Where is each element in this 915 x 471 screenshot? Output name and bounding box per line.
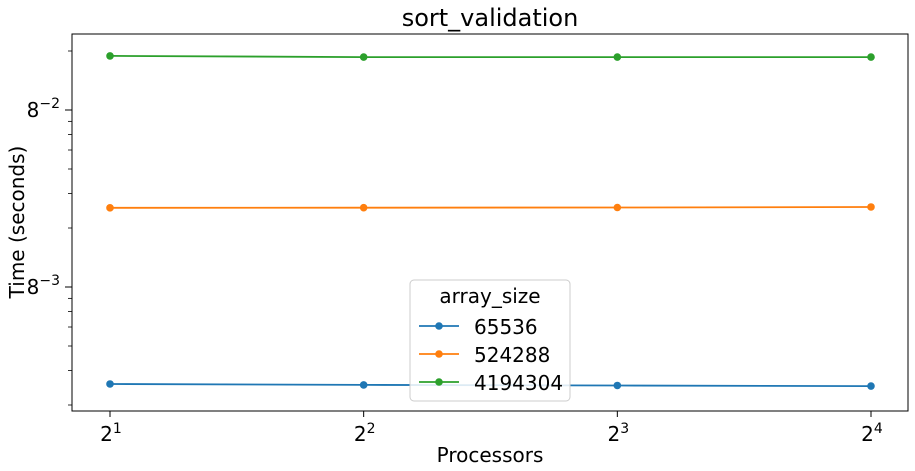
y-tick-label: 8−2 bbox=[27, 96, 60, 122]
plot-area bbox=[71, 33, 909, 412]
data-point bbox=[359, 53, 368, 61]
data-point bbox=[613, 53, 622, 61]
legend-label: 65536 bbox=[474, 315, 538, 339]
y-axis-label: Time (seconds) bbox=[5, 146, 29, 300]
chart-title: sort_validation bbox=[402, 4, 579, 32]
data-point bbox=[867, 203, 875, 211]
x-tick-label: 23 bbox=[608, 421, 630, 446]
x-tick-label: 22 bbox=[354, 421, 376, 446]
legend-box bbox=[409, 279, 571, 402]
data-point bbox=[613, 203, 622, 212]
data-point bbox=[106, 380, 114, 388]
y-tick-label: 8−3 bbox=[27, 273, 60, 299]
legend-label: 4194304 bbox=[474, 371, 563, 395]
legend-title: array_size bbox=[439, 284, 540, 308]
data-point bbox=[106, 204, 114, 212]
legend-label: 524288 bbox=[474, 343, 550, 367]
series-line-4194304 bbox=[109, 55, 871, 58]
data-point bbox=[867, 382, 875, 390]
data-point bbox=[106, 52, 114, 60]
data-point bbox=[613, 381, 622, 390]
legend-marker bbox=[435, 378, 443, 386]
data-point bbox=[359, 203, 368, 212]
data-point bbox=[359, 381, 368, 389]
x-axis-label: Processors bbox=[437, 443, 544, 467]
legend-marker bbox=[435, 322, 443, 330]
axis-ticks: 21 22 23 24 8−2 8−3 bbox=[27, 50, 883, 446]
data-point bbox=[867, 53, 875, 61]
series-line-524288 bbox=[109, 206, 872, 209]
x-tick-label: 21 bbox=[100, 421, 122, 446]
legend: array_size 65536 524288 4194304 bbox=[409, 279, 571, 402]
legend-marker bbox=[435, 350, 443, 358]
x-tick-label: 24 bbox=[861, 421, 883, 446]
